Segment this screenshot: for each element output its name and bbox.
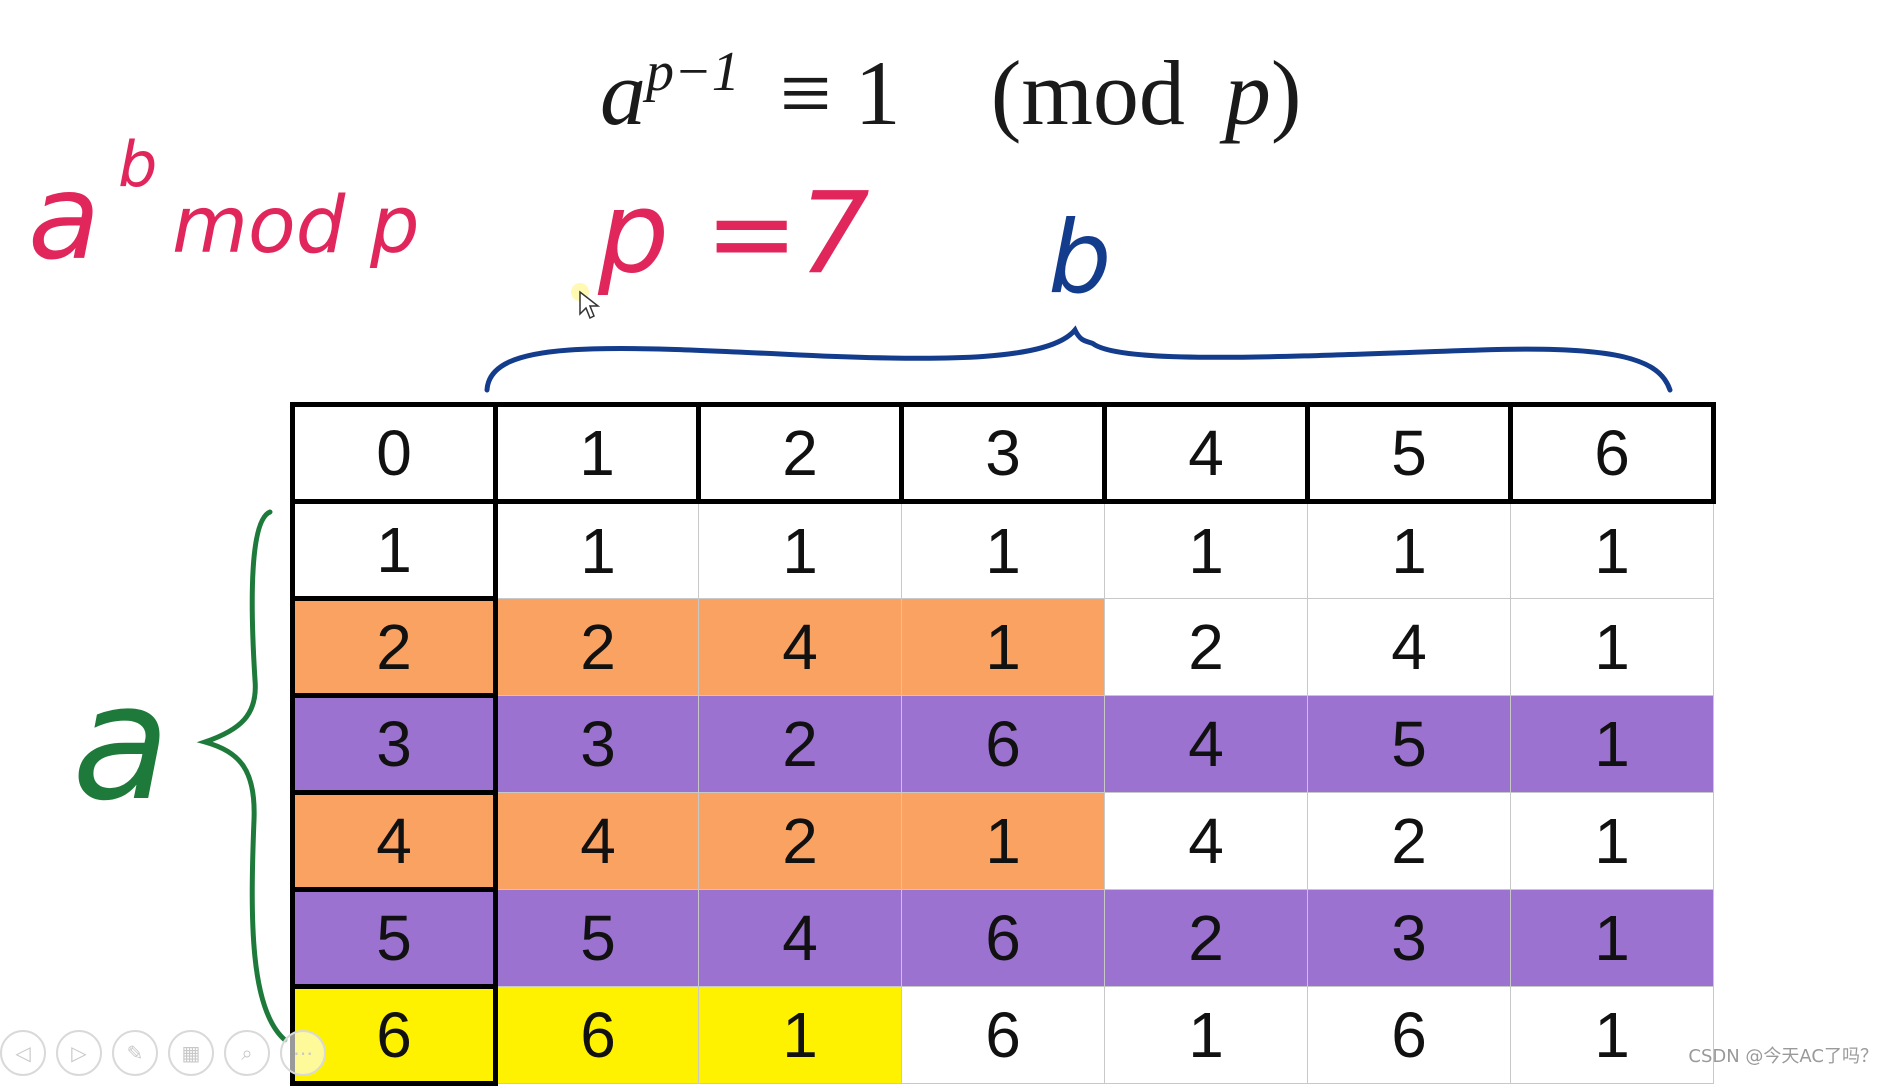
header-cell: 3 <box>899 402 1107 504</box>
table-cell: 2 <box>1307 792 1511 890</box>
table-cell: 4 <box>698 889 902 987</box>
table-cell: 2 <box>698 695 902 793</box>
table-cell: 1 <box>1510 792 1714 890</box>
row-base-cell: 6 <box>290 984 498 1086</box>
table-cell: 2 <box>698 792 902 890</box>
table-cell: 6 <box>901 889 1105 987</box>
table-cell: 1 <box>901 501 1105 599</box>
table-cell: 6 <box>495 986 699 1084</box>
row-base-cell: 4 <box>290 790 498 892</box>
table-cell: 1 <box>698 501 902 599</box>
table-cell: 4 <box>698 598 902 696</box>
formula-base: a <box>600 42 646 144</box>
formula-close: ) <box>1270 42 1302 144</box>
watermark: CSDN @今天AC了吗？ <box>1688 1046 1878 1067</box>
row-base-cell: 3 <box>290 693 498 795</box>
fermat-formula: ap−1 ≡ 1 (mod p) <box>600 40 1302 146</box>
table-cell: 4 <box>1104 695 1308 793</box>
row-base-cell: 1 <box>290 501 498 601</box>
table-cell: 1 <box>698 986 902 1084</box>
formula-relation: ≡ 1 <box>779 42 901 144</box>
table-cell: 1 <box>901 598 1105 696</box>
table-cell: 1 <box>495 501 699 599</box>
table-cell: 2 <box>495 598 699 696</box>
row-axis-label: a <box>72 649 170 836</box>
formula-variable: p <box>1224 42 1271 144</box>
cursor-icon <box>571 283 601 320</box>
table-cell: 5 <box>495 889 699 987</box>
table-cell: 1 <box>901 792 1105 890</box>
row-brace <box>196 509 288 1043</box>
table-cell: 3 <box>1307 889 1511 987</box>
table-cell: 6 <box>901 695 1105 793</box>
table-cell: 1 <box>1307 501 1511 599</box>
header-cell: 6 <box>1508 402 1716 504</box>
expression-rest: mod p <box>172 181 420 271</box>
prime-annotation: p =7 <box>597 169 870 299</box>
header-cell: 1 <box>493 402 701 504</box>
next-icon[interactable]: ▷ <box>56 1030 102 1076</box>
table-cell: 3 <box>495 695 699 793</box>
table-cell: 1 <box>1104 501 1308 599</box>
table-cell: 4 <box>495 792 699 890</box>
table-cell: 2 <box>1104 889 1308 987</box>
header-cell: 2 <box>696 402 904 504</box>
table-cell: 2 <box>1104 598 1308 696</box>
row-base-cell: 2 <box>290 596 498 698</box>
column-axis-label: b <box>1048 199 1111 316</box>
formula-exponent: p−1 <box>646 41 740 103</box>
table-cell: 1 <box>1510 695 1714 793</box>
table-cell: 5 <box>1307 695 1511 793</box>
header-cell: 0 <box>290 402 498 504</box>
table-cell: 6 <box>1307 986 1511 1084</box>
more-icon[interactable]: ⋯ <box>280 1030 326 1076</box>
column-brace <box>484 325 1673 393</box>
table-cell: 4 <box>1307 598 1511 696</box>
row-base-cell: 5 <box>290 887 498 989</box>
table-cell: 1 <box>1104 986 1308 1084</box>
expression-annotation: a b mod p <box>28 128 420 286</box>
zoom-icon[interactable]: ⌕ <box>224 1030 270 1076</box>
presentation-toolbar: ◁ ▷ ✎ ▦ ⌕ ⋯ <box>0 1030 326 1076</box>
pen-icon[interactable]: ✎ <box>112 1030 158 1076</box>
header-cell: 5 <box>1305 402 1513 504</box>
header-cell: 4 <box>1102 402 1310 504</box>
expression-base: a <box>28 148 100 286</box>
table-cell: 4 <box>1104 792 1308 890</box>
table-cell: 1 <box>1510 986 1714 1084</box>
table-cell: 1 <box>1510 501 1714 599</box>
table-cell: 1 <box>1510 598 1714 696</box>
table-cell: 1 <box>1510 889 1714 987</box>
table-cell: 6 <box>901 986 1105 1084</box>
formula-mod: (mod <box>990 42 1185 144</box>
slides-icon[interactable]: ▦ <box>168 1030 214 1076</box>
expression-exponent: b <box>118 128 157 201</box>
prev-icon[interactable]: ◁ <box>0 1030 46 1076</box>
